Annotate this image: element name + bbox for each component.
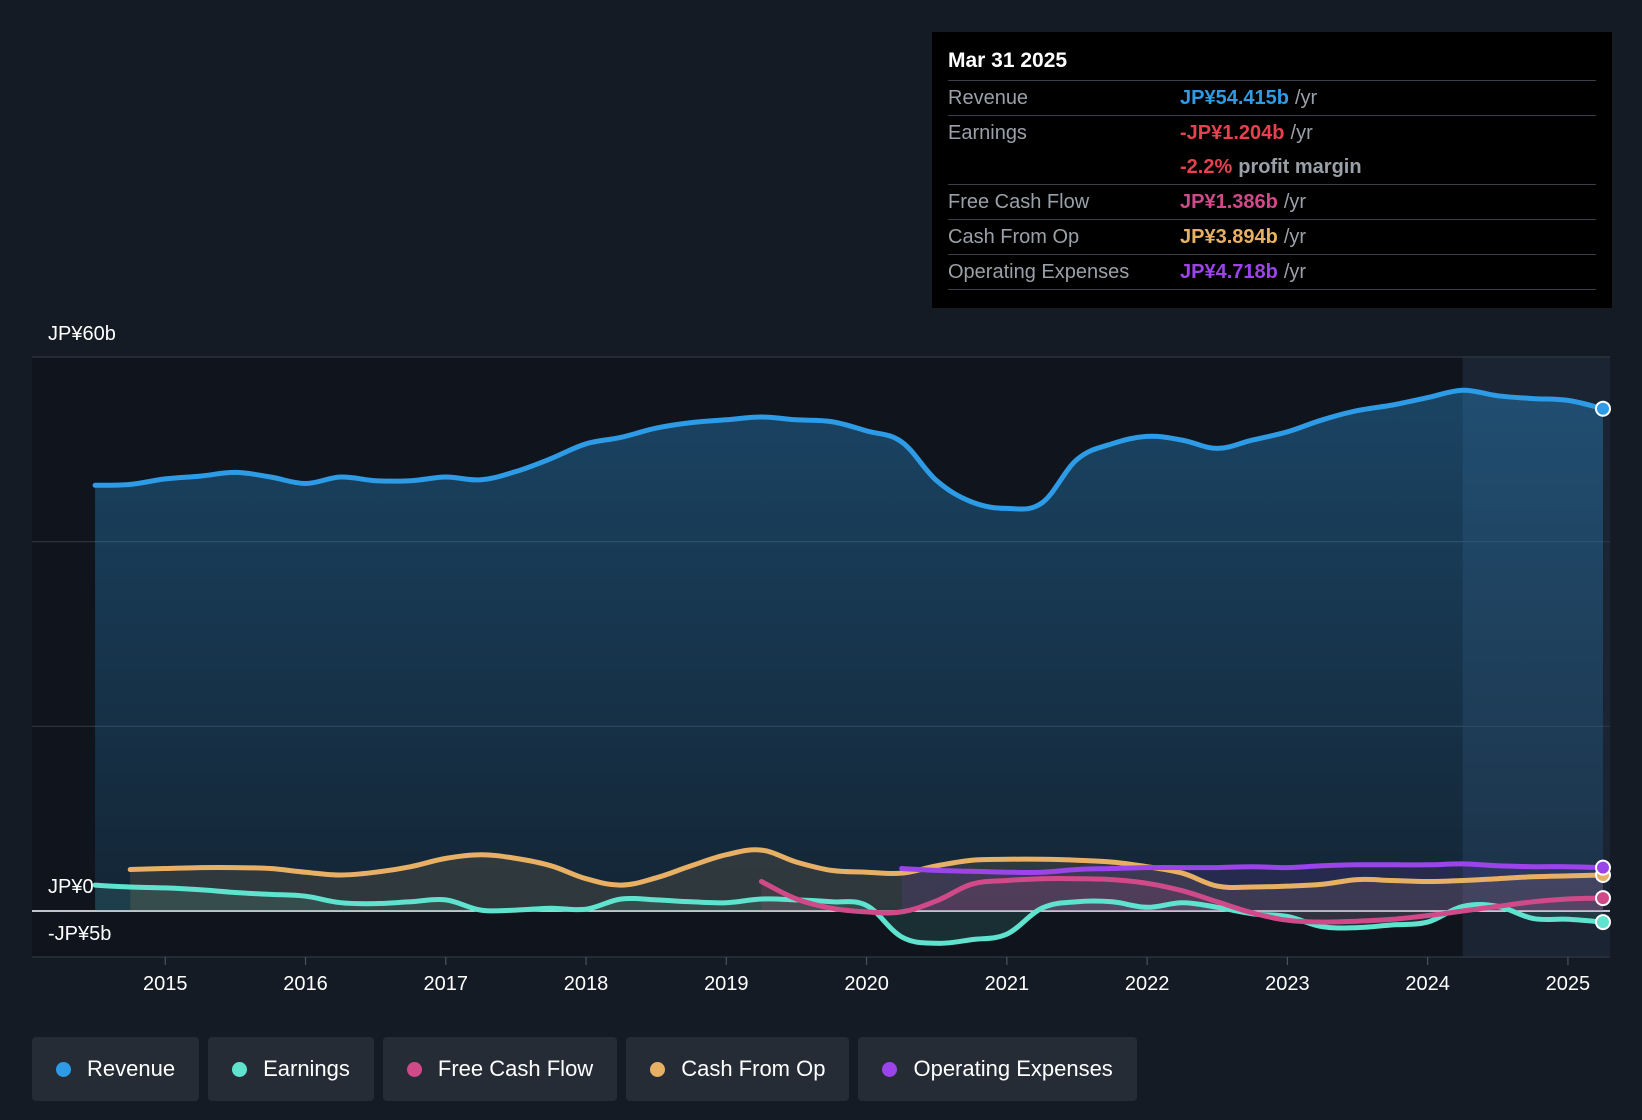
tooltip-value: JP¥1.386b: [1180, 191, 1278, 213]
series-endpoints: [1594, 400, 1611, 931]
fcf-line: [758, 876, 1606, 925]
tooltip-label: Cash From Op: [948, 226, 1080, 248]
tooltip-value: JP¥4.718b: [1180, 261, 1278, 283]
legend-label: Revenue: [87, 1056, 176, 1081]
tooltip-label: Earnings: [948, 122, 1027, 144]
legend-item-operating-expenses[interactable]: Operating Expenses: [858, 1037, 1137, 1101]
cfo-area: [130, 849, 1604, 911]
tooltip-value: -JP¥1.204b: [1180, 122, 1285, 144]
x-tick-label: 2021: [985, 973, 1030, 995]
legend-label: Free Cash Flow: [437, 1056, 594, 1081]
legend-item-earnings[interactable]: Earnings: [208, 1037, 374, 1101]
tooltip-panel: Mar 31 2025 Revenue JP¥54.415b /yr Earni…: [932, 32, 1612, 308]
cfo-line: [127, 847, 1606, 890]
legend-label: Operating Expenses: [913, 1056, 1113, 1081]
opex-line: [899, 861, 1606, 875]
revenue-area: [95, 390, 1604, 911]
tooltip-label: Free Cash Flow: [948, 191, 1090, 213]
legend-item-revenue[interactable]: Revenue: [32, 1037, 200, 1101]
tooltip-row-margin: -2.2% profit margin: [948, 150, 1596, 185]
earnings-area: [95, 885, 1604, 944]
legend-dot-icon: [232, 1061, 248, 1077]
series-lines: [92, 387, 1606, 946]
revenue-line: [92, 387, 1606, 512]
earnings-endpoint: [1594, 914, 1611, 931]
tooltip-unit: /yr: [1294, 87, 1318, 109]
tooltip-unit: /yr: [1283, 226, 1307, 248]
tooltip-row-opex: Operating Expenses JP¥4.718b /yr: [948, 255, 1596, 290]
tooltip-value: -2.2%: [1180, 156, 1233, 178]
earnings-line: [92, 882, 1606, 946]
tooltip-row-earnings: Earnings -JP¥1.204b /yr: [948, 116, 1596, 150]
tooltip-row-fcf: Free Cash Flow JP¥1.386b /yr: [948, 185, 1596, 220]
x-tick-label: 2024: [1405, 973, 1450, 995]
series-areas: [95, 390, 1604, 944]
tooltip-label: [948, 150, 1180, 184]
legend-dot-icon: [406, 1061, 422, 1077]
x-tick-label: 2020: [844, 973, 889, 995]
y-label-top: JP¥60b: [48, 323, 116, 345]
tooltip-unit: /yr: [1283, 261, 1307, 283]
tooltip-unit: profit margin: [1238, 156, 1362, 178]
tooltip-row-cfo: Cash From Op JP¥3.894b /yr: [948, 220, 1596, 255]
x-tick-label: 2022: [1125, 973, 1170, 995]
legend-label: Earnings: [263, 1056, 350, 1081]
x-tick-label: 2017: [424, 973, 469, 995]
tooltip-value: JP¥3.894b: [1180, 226, 1278, 248]
legend-item-cash-from-op[interactable]: Cash From Op: [626, 1037, 850, 1101]
x-tick-label: 2023: [1265, 973, 1310, 995]
x-tick-label: 2019: [704, 973, 749, 995]
legend-dot-icon: [56, 1061, 71, 1077]
fcf-endpoint: [1594, 890, 1611, 907]
x-tick-label: 2016: [283, 973, 328, 995]
legend-dot-icon: [650, 1061, 666, 1077]
tooltip-value: JP¥54.415b: [1180, 87, 1289, 109]
x-axis-ticks: 2015 2016 2017 2018 2019 2020 2021 2022 2023 2024…: [143, 957, 1590, 995]
legend-item-free-cash-flow[interactable]: Free Cash Flow: [382, 1037, 618, 1101]
x-tick-label: 2015: [143, 973, 188, 995]
tooltip-row-revenue: Revenue JP¥54.415b /yr: [948, 81, 1596, 116]
opex-endpoint: [1594, 859, 1611, 876]
tooltip-label: Revenue: [948, 87, 1029, 109]
y-label-zero: JP¥0: [48, 876, 94, 898]
revenue-endpoint: [1594, 400, 1611, 417]
tooltip-label: Operating Expenses: [948, 261, 1130, 283]
legend-label: Cash From Op: [681, 1056, 826, 1081]
tooltip-unit: /yr: [1290, 122, 1313, 144]
x-tick-label: 2018: [564, 973, 609, 995]
tooltip-date: Mar 31 2025: [948, 46, 1596, 81]
y-label-bottom: -JP¥5b: [48, 923, 111, 945]
tooltip-unit: /yr: [1283, 191, 1307, 213]
legend: Revenue Earnings Free Cash Flow Cash Fro…: [32, 1037, 1137, 1101]
x-tick-label: 2025: [1546, 973, 1591, 995]
legend-dot-icon: [882, 1061, 898, 1077]
